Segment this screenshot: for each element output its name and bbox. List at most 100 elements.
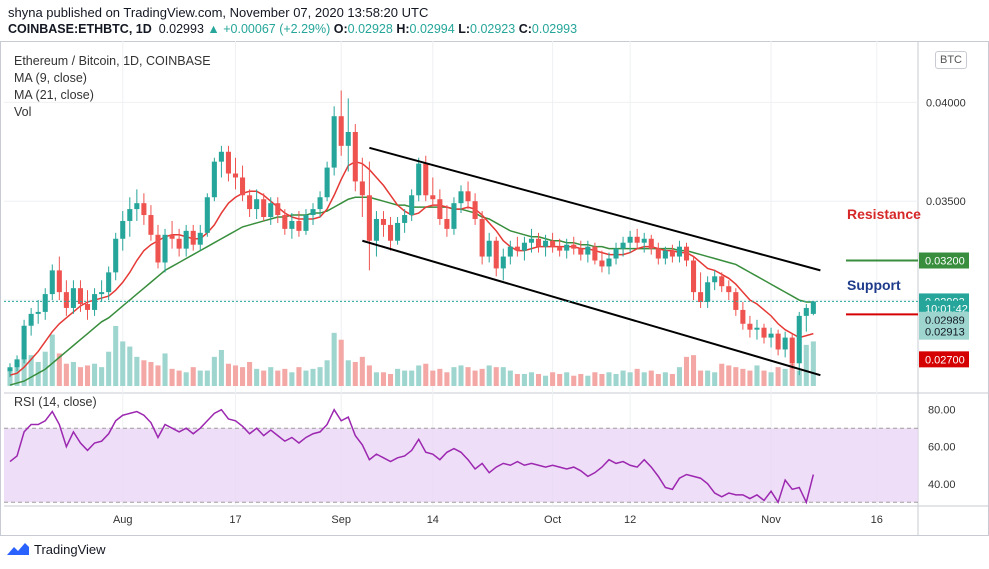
candle-body [535, 238, 542, 247]
legend-title[interactable]: Ethereum / Bitcoin, 1D, COINBASE [14, 54, 211, 68]
candle-body [789, 337, 795, 364]
volume-bar [63, 363, 69, 386]
legend-vol[interactable]: Vol [14, 105, 32, 119]
volume-bar [479, 368, 485, 386]
up-arrow-icon: ▲ [207, 22, 220, 36]
volume-bar [254, 368, 260, 386]
volume-bar [247, 362, 253, 386]
volume-bar [120, 341, 126, 386]
publication-line: shyna published on TradingView.com, Nove… [8, 5, 429, 20]
volume-bar [331, 332, 337, 386]
candle-body [416, 163, 422, 196]
candle-body [225, 151, 231, 174]
volume-bar [810, 341, 816, 386]
volume-bar [754, 365, 760, 386]
volume-bar [691, 355, 697, 386]
volume-bar [733, 367, 739, 386]
candle-body [232, 173, 239, 178]
channel-lower-line [362, 239, 821, 377]
candle-body [303, 215, 309, 231]
candle-body [655, 248, 661, 259]
candle-body [282, 215, 288, 229]
currency-badge[interactable]: BTC [935, 51, 967, 69]
candle-body [331, 116, 337, 168]
volume-bar [7, 370, 13, 386]
candle-body [49, 270, 55, 295]
time-tick-label: Aug [113, 514, 133, 526]
candle-body [42, 294, 48, 312]
candle-body [479, 218, 485, 257]
close-value: 0.02993 [531, 22, 578, 36]
candle-body [571, 244, 577, 249]
candle-body [796, 315, 802, 364]
time-tick-label: Oct [544, 514, 561, 526]
candle-body [514, 246, 520, 251]
price-tag-resistance [919, 252, 969, 269]
volume-bar [521, 374, 527, 386]
candle-body [21, 325, 27, 360]
volume-bar [655, 374, 661, 386]
volume-bar [296, 367, 302, 386]
candle-body [155, 234, 161, 263]
volume-bar [535, 374, 542, 386]
candle-body [296, 220, 302, 231]
volume-bar [240, 367, 246, 386]
candle-body [683, 246, 690, 261]
volume-bar [289, 372, 295, 386]
volume-bar [599, 374, 605, 386]
candle-body [465, 191, 471, 202]
rsi-tick-label: 80.00 [928, 405, 956, 417]
candle-body [486, 240, 492, 257]
candle-body [70, 288, 76, 308]
candle-body [500, 256, 506, 269]
candle-body [387, 224, 394, 241]
candle-body [662, 250, 668, 259]
candle-body [726, 286, 732, 293]
volume-bar [409, 370, 415, 386]
symbol-quote-line: COINBASE:ETHBTC, 1D 0.02993 ▲ +0.00067 (… [8, 21, 577, 38]
candle-body [197, 232, 203, 245]
volume-bar [543, 375, 549, 386]
legend-ma9[interactable]: MA (9, close) [14, 71, 87, 85]
time-tick-label: 16 [871, 514, 883, 526]
high-value: 0.02994 [409, 22, 455, 36]
price-tag-support [919, 351, 969, 368]
volume-bar [789, 363, 795, 386]
volume-bar [662, 372, 668, 386]
tradingview-footer[interactable]: TradingView [6, 541, 106, 557]
candle-body [268, 203, 274, 218]
volume-bar [141, 360, 147, 386]
candle-body [169, 234, 175, 239]
candle-body [669, 250, 675, 257]
volume-bar [768, 372, 774, 386]
high-label: H: [396, 22, 410, 36]
volume-bar [28, 355, 34, 386]
close-label: C: [518, 22, 532, 36]
low-label: L: [458, 22, 471, 36]
candle-body [359, 181, 365, 196]
candle-body [366, 195, 372, 241]
volume-bar [627, 372, 633, 386]
candle-body [289, 220, 295, 229]
volume-bar [620, 370, 626, 386]
tradingview-logo-icon [7, 543, 29, 555]
price-tick-label: 0.04000 [926, 97, 966, 109]
price-tick-label: 0.03500 [926, 196, 966, 208]
candle-body [698, 292, 704, 303]
candle-body [599, 260, 605, 267]
rsi-legend[interactable]: RSI (14, close) [14, 395, 97, 409]
legend-ma21[interactable]: MA (21, close) [14, 88, 94, 102]
candle-body [782, 337, 788, 350]
candle-body [423, 163, 429, 196]
volume-bar [338, 339, 344, 386]
volume-bar [698, 370, 704, 386]
candle-body [543, 240, 549, 247]
candle-body [648, 238, 654, 249]
candle-body [606, 258, 612, 267]
price-change: +0.00067 (+2.29%) [223, 22, 331, 36]
volume-bar [437, 368, 443, 386]
volume-bar [761, 370, 767, 386]
volume-bar [275, 370, 281, 386]
resistance-annotation: Resistance [847, 206, 921, 222]
